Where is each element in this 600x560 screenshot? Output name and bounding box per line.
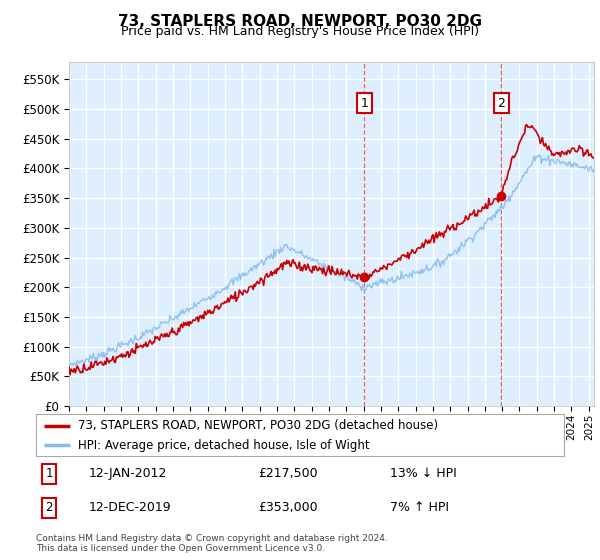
Text: 1: 1: [361, 97, 368, 110]
Text: 12-DEC-2019: 12-DEC-2019: [89, 501, 172, 514]
Text: HPI: Average price, detached house, Isle of Wight: HPI: Average price, detached house, Isle…: [78, 438, 370, 451]
Text: Contains HM Land Registry data © Crown copyright and database right 2024.
This d: Contains HM Land Registry data © Crown c…: [36, 534, 388, 553]
Text: 73, STAPLERS ROAD, NEWPORT, PO30 2DG: 73, STAPLERS ROAD, NEWPORT, PO30 2DG: [118, 14, 482, 29]
Text: Price paid vs. HM Land Registry's House Price Index (HPI): Price paid vs. HM Land Registry's House …: [121, 25, 479, 38]
Text: 12-JAN-2012: 12-JAN-2012: [89, 468, 167, 480]
Text: 2: 2: [46, 501, 53, 514]
Text: 2: 2: [497, 97, 505, 110]
Text: 13% ↓ HPI: 13% ↓ HPI: [390, 468, 457, 480]
Text: £353,000: £353,000: [258, 501, 317, 514]
Text: 1: 1: [46, 468, 53, 480]
Text: £217,500: £217,500: [258, 468, 317, 480]
Text: 7% ↑ HPI: 7% ↑ HPI: [390, 501, 449, 514]
Text: 73, STAPLERS ROAD, NEWPORT, PO30 2DG (detached house): 73, STAPLERS ROAD, NEWPORT, PO30 2DG (de…: [78, 419, 439, 432]
